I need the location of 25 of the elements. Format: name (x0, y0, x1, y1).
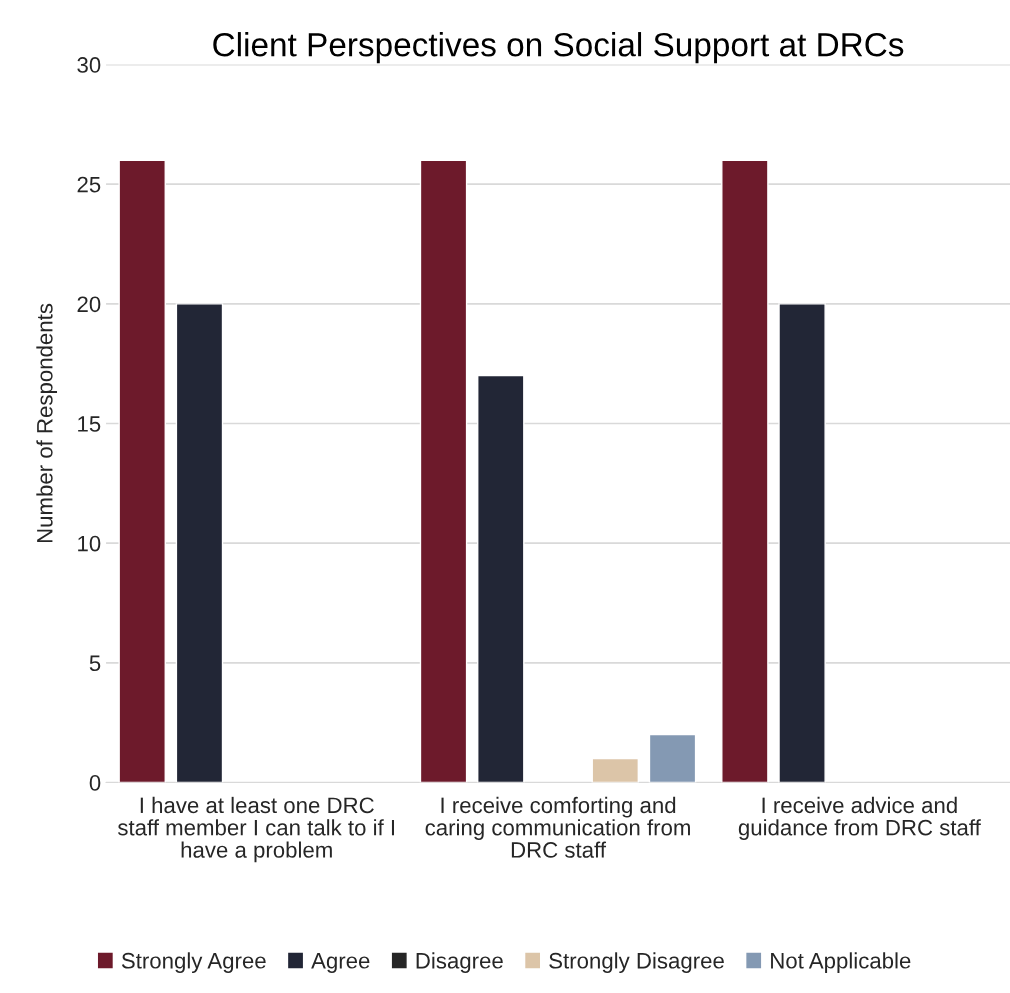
y-tick-label: 25 (77, 176, 101, 193)
y-tick-label: 5 (89, 655, 101, 672)
legend-label: Disagree (416, 952, 503, 973)
y-tick-label: 0 (89, 775, 101, 791)
y-tick-label: 15 (78, 416, 101, 432)
legend-label: Strongly Agree (121, 952, 266, 973)
bar (778, 303, 826, 783)
bar (648, 733, 697, 783)
y-tick-label: 30 (77, 57, 101, 73)
y-tick-label: 10 (78, 535, 101, 552)
x-tick-label: I have at least one DRC staff member I can talk to if I have a problem (117, 796, 395, 863)
bar (175, 303, 224, 783)
bar (477, 374, 525, 783)
legend-label: Agree (311, 953, 370, 973)
chart-title: Client Perspectives on Social Support at DRCs (213, 32, 904, 64)
bar (721, 159, 769, 783)
y-axis-title: Number of Respondents (36, 303, 58, 543)
y-tick-label: 20 (77, 296, 101, 313)
bar (118, 159, 166, 783)
bar (591, 757, 640, 783)
legend-label: Not Applicable (771, 952, 911, 973)
x-tick-label: I receive comforting and caring communication from DRC staff (425, 796, 690, 858)
bar (419, 159, 468, 783)
x-tick-label: I receive advice and guidance from DRC staff (738, 796, 981, 840)
legend-label: Strongly Disagree (549, 952, 724, 973)
